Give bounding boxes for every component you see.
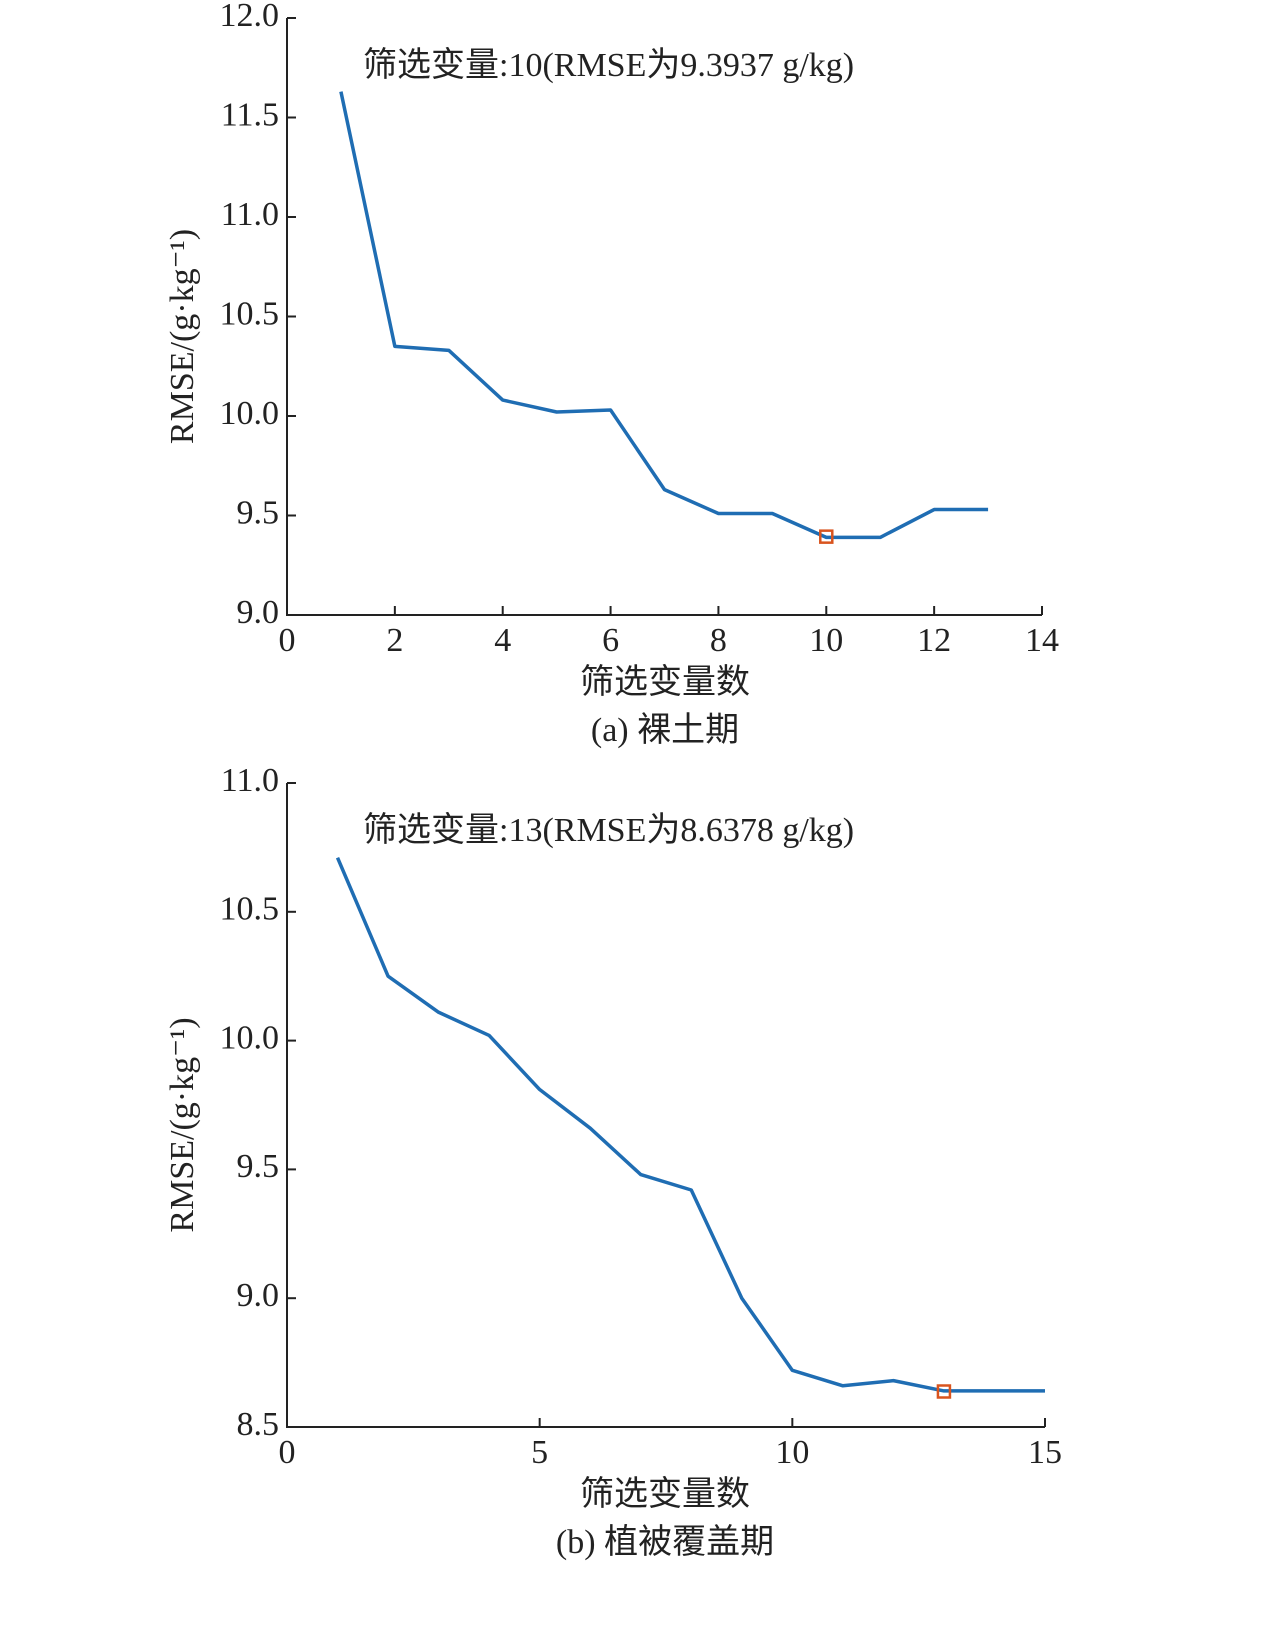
y-tick-label: 8.5 — [237, 1406, 280, 1443]
y-tick-label: 12.0 — [220, 0, 280, 34]
axis-spines — [286, 783, 1045, 1428]
y-axis-label: RMSE/(g·kg⁻¹) — [164, 1017, 201, 1232]
data-line — [335, 857, 1045, 1393]
data-line — [339, 91, 989, 540]
y-tick-label: 10.0 — [220, 395, 280, 432]
annotation: 筛选变量:13(RMSE为8.6378 g/kg) — [363, 811, 854, 849]
y-tick-label: 9.0 — [237, 594, 280, 631]
annotation: 筛选变量:10(RMSE为9.3937 g/kg) — [363, 46, 854, 84]
y-tick-label: 10.5 — [220, 295, 280, 332]
x-tick-label: 0 — [279, 622, 296, 659]
x-tick-label: 12 — [917, 622, 951, 659]
x-axis-label: 筛选变量数 — [580, 663, 750, 701]
x-tick-label: 5 — [531, 1434, 548, 1471]
x-tick-label: 4 — [494, 622, 511, 659]
x-tick-label: 2 — [386, 622, 403, 659]
optimum-marker — [819, 529, 834, 544]
y-tick-label: 9.0 — [237, 1277, 280, 1314]
y-tick-label: 11.5 — [221, 96, 279, 133]
y-tick-label: 11.0 — [221, 196, 279, 233]
y-tick-label: 9.5 — [237, 494, 280, 531]
x-tick-label: 6 — [602, 622, 619, 659]
y-tick-label: 10.5 — [220, 891, 280, 928]
x-tick-label: 8 — [710, 622, 727, 659]
y-tick-label: 11.0 — [221, 762, 279, 799]
x-tick-label: 0 — [279, 1434, 296, 1471]
optimum-marker — [936, 1384, 952, 1399]
caption: (b) 植被覆盖期 — [556, 1523, 774, 1561]
axis-spines — [286, 18, 1042, 616]
y-tick-label: 9.5 — [237, 1148, 280, 1185]
y-tick-label: 10.0 — [220, 1019, 280, 1056]
x-tick-label: 14 — [1025, 622, 1059, 659]
x-tick-label: 10 — [809, 622, 843, 659]
caption: (a) 裸土期 — [591, 711, 739, 749]
x-axis-label: 筛选变量数 — [580, 1475, 750, 1513]
y-axis-label: RMSE/(g·kg⁻¹) — [164, 229, 201, 444]
x-tick-label: 15 — [1028, 1434, 1062, 1471]
x-tick-label: 10 — [775, 1434, 809, 1471]
